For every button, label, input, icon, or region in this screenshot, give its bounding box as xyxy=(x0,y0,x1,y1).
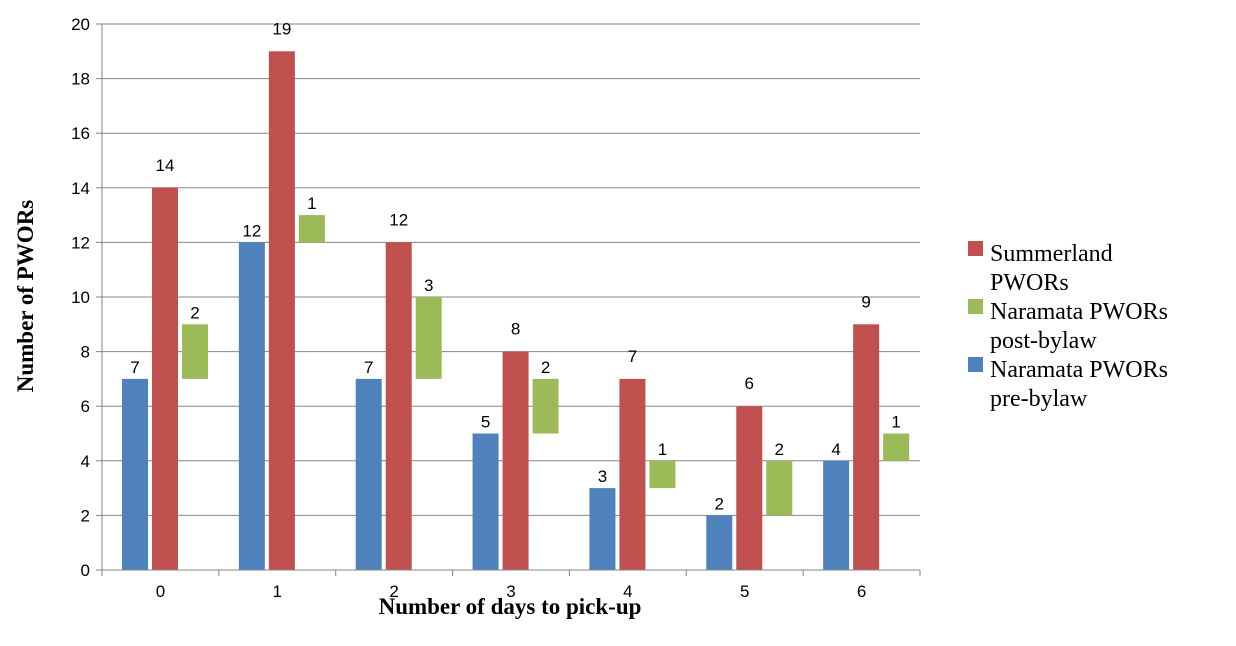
data-label-summerland: 19 xyxy=(272,19,291,38)
x-tick-label: 6 xyxy=(857,582,866,601)
data-label-post-bylaw: 2 xyxy=(775,440,784,459)
data-label-pre-bylaw: 2 xyxy=(715,494,724,513)
data-label-summerland: 7 xyxy=(628,347,637,366)
y-tick-label: 18 xyxy=(71,70,90,89)
bar-post-bylaw xyxy=(298,215,325,243)
bar-summerland xyxy=(268,51,295,571)
data-label-summerland: 8 xyxy=(511,320,520,339)
data-label-summerland: 9 xyxy=(861,292,870,311)
data-label-summerland: 12 xyxy=(389,210,408,229)
bar-summerland xyxy=(152,187,178,571)
bar-post-bylaw xyxy=(415,297,442,379)
legend-label: post-bylaw xyxy=(990,328,1097,354)
y-tick-label: 0 xyxy=(81,561,90,580)
data-label-post-bylaw: 1 xyxy=(307,194,316,213)
data-label-post-bylaw: 3 xyxy=(424,276,433,295)
bar-summerland xyxy=(853,324,880,570)
legend-swatch xyxy=(968,299,983,314)
data-label-pre-bylaw: 7 xyxy=(130,358,139,377)
bar-pre-bylaw xyxy=(823,460,850,570)
x-axis-title: Number of days to pick-up xyxy=(379,594,642,619)
bar-post-bylaw xyxy=(649,460,676,489)
bar-pre-bylaw xyxy=(589,488,616,570)
y-tick-label: 10 xyxy=(71,288,90,307)
bar-summerland xyxy=(502,351,529,570)
data-label-pre-bylaw: 12 xyxy=(242,221,261,240)
bar-post-bylaw xyxy=(883,433,910,461)
data-label-summerland: 6 xyxy=(745,374,754,393)
legend-label: Summerland xyxy=(990,241,1113,267)
data-label-pre-bylaw: 5 xyxy=(481,413,490,432)
x-tick-label: 0 xyxy=(156,582,165,601)
x-tick-label: 3 xyxy=(506,582,515,601)
y-tick-label: 20 xyxy=(71,15,90,34)
legend-label: Naramata PWORs xyxy=(990,357,1168,383)
gridlines xyxy=(102,23,920,516)
data-label-pre-bylaw: 4 xyxy=(831,440,840,459)
bar-post-bylaw xyxy=(182,324,208,379)
y-tick-label: 6 xyxy=(81,397,90,416)
data-label-pre-bylaw: 7 xyxy=(364,358,373,377)
legend: Summerland PWORs Naramata PWORs post-bylaw N… xyxy=(968,241,1168,412)
y-tick-label: 12 xyxy=(71,233,90,252)
x-tick-label: 4 xyxy=(623,582,632,601)
data-label-post-bylaw: 1 xyxy=(891,413,900,432)
y-axis-title: Number of PWORs xyxy=(13,200,38,393)
data-label-post-bylaw: 1 xyxy=(658,440,667,459)
bar-pre-bylaw xyxy=(706,515,733,570)
y-tick-label: 2 xyxy=(81,506,90,525)
legend-swatch xyxy=(968,241,983,256)
bar-pre-bylaw xyxy=(238,242,265,570)
legend-label: pre-bylaw xyxy=(990,386,1088,412)
bar-pre-bylaw xyxy=(355,378,382,570)
x-tick-label: 2 xyxy=(389,582,398,601)
data-label-summerland: 14 xyxy=(156,156,175,175)
x-tick-label: 5 xyxy=(740,582,749,601)
x-tick-label: 1 xyxy=(273,582,282,601)
bar-summerland xyxy=(736,406,763,570)
y-tick-label: 8 xyxy=(81,343,90,362)
bars xyxy=(122,51,910,571)
legend-label: PWORs xyxy=(990,270,1069,296)
bar-summerland xyxy=(385,242,412,570)
bar-pre-bylaw xyxy=(472,433,499,570)
y-tick-label: 4 xyxy=(81,452,90,471)
bar-summerland xyxy=(619,378,646,570)
data-label-post-bylaw: 2 xyxy=(541,358,550,377)
bar-post-bylaw xyxy=(766,460,793,516)
bar-post-bylaw xyxy=(532,378,559,434)
y-tick-label: 14 xyxy=(71,179,90,198)
legend-swatch xyxy=(968,357,983,372)
bar-pre-bylaw xyxy=(122,378,148,570)
y-tick-label: 16 xyxy=(71,124,90,143)
data-label-pre-bylaw: 3 xyxy=(598,467,607,486)
data-label-post-bylaw: 2 xyxy=(190,303,199,322)
legend-label: Naramata PWORs xyxy=(990,299,1168,325)
